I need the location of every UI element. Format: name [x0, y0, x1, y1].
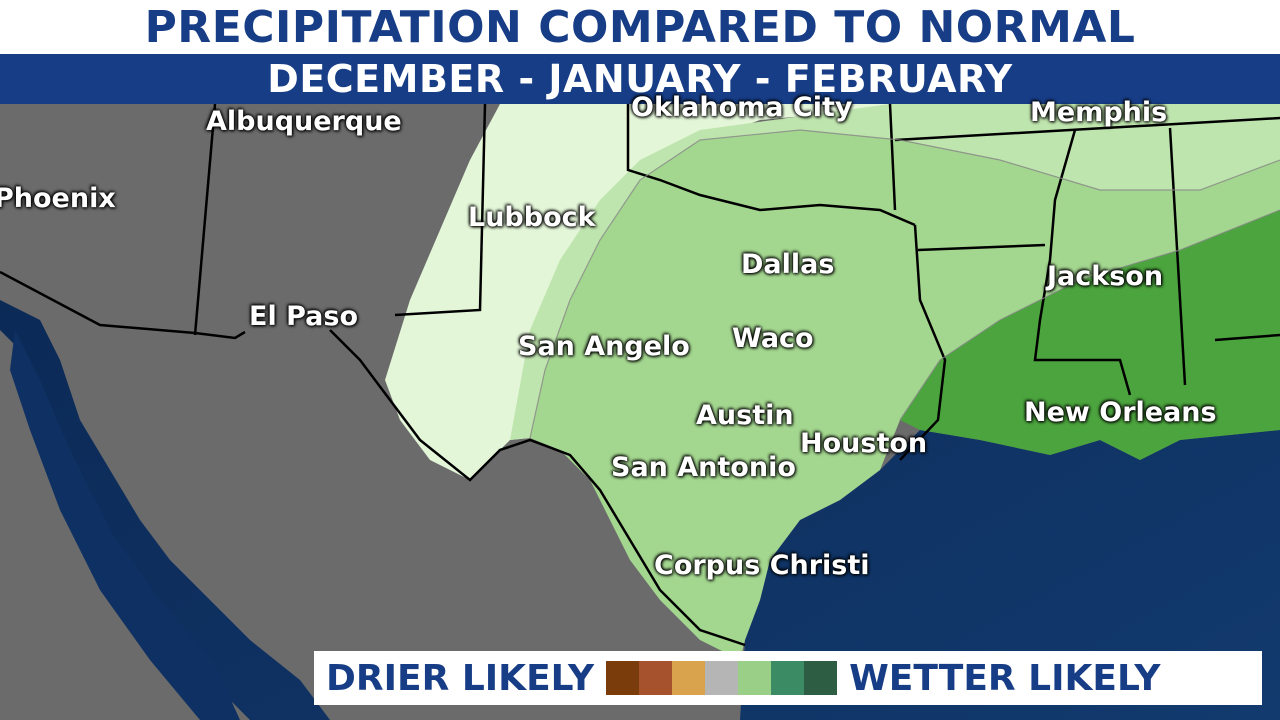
title-bar: PRECIPITATION COMPARED TO NORMAL: [0, 0, 1280, 54]
gulf-of-california: [10, 330, 240, 720]
legend-swatch: [705, 661, 739, 695]
baja-peninsula: [0, 330, 250, 720]
city-label: Jackson: [1047, 261, 1164, 292]
zone-lightest: [385, 104, 890, 480]
city-label: Phoenix: [0, 183, 116, 214]
map-title: PRECIPITATION COMPARED TO NORMAL: [144, 1, 1136, 53]
city-label: Memphis: [1030, 97, 1168, 128]
legend-swatch: [738, 661, 772, 695]
zone-medium: [530, 130, 1280, 660]
city-label: San Antonio: [611, 452, 796, 483]
city-label: El Paso: [249, 301, 359, 332]
legend-wetter-label: WETTER LIKELY: [849, 657, 1161, 699]
legend-swatches: [606, 661, 838, 695]
city-label: Dallas: [741, 249, 835, 280]
city-label: Lubbock: [468, 202, 596, 233]
zone-outlines: [529, 129, 1280, 439]
city-label: New Orleans: [1024, 397, 1217, 428]
border-rio-grande: [329, 329, 746, 647]
legend-swatch: [804, 661, 838, 695]
border-az-mexico: [0, 270, 246, 340]
border-nm-texas: [394, 103, 487, 317]
border-ar-la: [917, 243, 1046, 252]
border-arizona-newmexico: [193, 103, 217, 336]
border-texas-panhandle: [626, 104, 916, 227]
legend-swatch: [606, 661, 640, 695]
city-label: Oklahoma City: [631, 92, 853, 123]
legend-swatch: [771, 661, 805, 695]
precipitation-legend: DRIER LIKELY WETTER LIKELY: [314, 651, 1262, 705]
legend-swatch: [672, 661, 706, 695]
city-label: San Angelo: [518, 331, 690, 362]
border-ok-ar: [888, 103, 897, 211]
border-tn-south: [894, 116, 1280, 142]
legend-drier-label: DRIER LIKELY: [326, 657, 595, 699]
zone-light: [510, 104, 1280, 440]
border-texas-east: [899, 224, 947, 461]
border-al-fl: [1214, 333, 1280, 342]
city-label: Houston: [800, 428, 928, 459]
legend-swatch: [639, 661, 673, 695]
city-label: Corpus Christi: [654, 550, 870, 581]
subtitle-bar: DECEMBER - JANUARY - FEBRUARY: [0, 54, 1280, 104]
zone-wet: [900, 210, 1280, 460]
border-ms-al: [1168, 127, 1187, 386]
city-label: Austin: [696, 400, 794, 431]
border-mississippi-river: [1033, 129, 1132, 396]
city-label: Waco: [732, 323, 814, 354]
city-label: Albuquerque: [206, 106, 402, 137]
state-borders: [0, 103, 1280, 647]
map-subtitle: DECEMBER - JANUARY - FEBRUARY: [267, 57, 1013, 101]
